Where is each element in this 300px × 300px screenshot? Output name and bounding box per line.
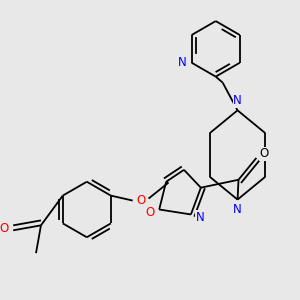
Text: N: N [233,94,242,107]
Text: N: N [178,56,187,69]
Text: O: O [260,148,269,160]
Text: N: N [196,211,204,224]
Text: O: O [146,206,155,219]
Text: O: O [136,194,145,207]
Text: N: N [233,203,242,216]
Text: O: O [0,222,9,235]
